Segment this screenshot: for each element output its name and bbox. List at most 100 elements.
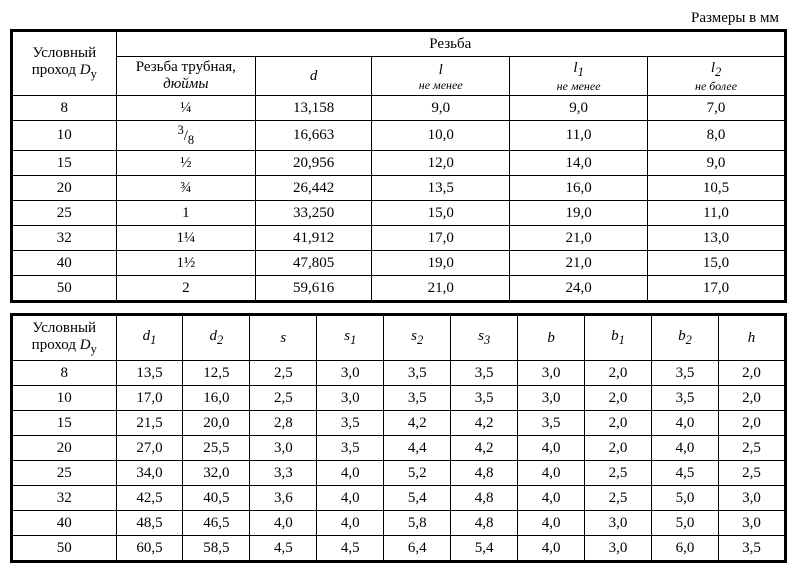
cell: ¼ (116, 96, 255, 121)
t2-col0-header: Условный проход Dу (12, 315, 117, 361)
t2-header-3: s1 (317, 315, 384, 361)
t2-header-6: b (518, 315, 585, 361)
cell: 42,5 (116, 486, 183, 511)
t1-subheader-3: l1не менее (510, 57, 648, 96)
cell: 20 (12, 176, 117, 201)
table-row: 813,512,52,53,03,53,53,02,03,52,0 (12, 361, 786, 386)
cell: 40,5 (183, 486, 250, 511)
cell: 3,5 (451, 386, 518, 411)
table-row: 25133,25015,019,011,0 (12, 201, 786, 226)
cell: 2,0 (718, 411, 785, 436)
cell: 47,805 (256, 251, 372, 276)
cell: 40 (12, 251, 117, 276)
cell: 13,5 (116, 361, 183, 386)
t1-group-header: Резьба (116, 31, 785, 57)
table-row: 15½20,95612,014,09,0 (12, 151, 786, 176)
cell: 3,5 (317, 436, 384, 461)
cell: 12,5 (183, 361, 250, 386)
cell: 3,5 (317, 411, 384, 436)
cell: 8 (12, 96, 117, 121)
cell: 3,0 (250, 436, 317, 461)
cell: 3,5 (652, 386, 719, 411)
cell: 25 (12, 461, 117, 486)
cell: 21,5 (116, 411, 183, 436)
t2-header-5: s3 (451, 315, 518, 361)
cell: 58,5 (183, 536, 250, 562)
cell: 13,0 (648, 226, 786, 251)
cell: 2,0 (585, 386, 652, 411)
cell: 16,0 (183, 386, 250, 411)
cell: 15,0 (372, 201, 510, 226)
cell: 6,4 (384, 536, 451, 562)
cell: 4,0 (518, 486, 585, 511)
cell: 4,5 (250, 536, 317, 562)
cell: 50 (12, 276, 117, 302)
table-row: 1017,016,02,53,03,53,53,02,03,52,0 (12, 386, 786, 411)
table-row: 3242,540,53,64,05,44,84,02,55,03,0 (12, 486, 786, 511)
cell: 3,5 (384, 386, 451, 411)
cell: 3,5 (652, 361, 719, 386)
cell: 4,8 (451, 511, 518, 536)
t2-header-4: s2 (384, 315, 451, 361)
cell: 21,0 (510, 251, 648, 276)
cell: 2,5 (250, 386, 317, 411)
cell: 8,0 (648, 121, 786, 151)
thread-table: Условный проход Dу Резьба Резьба трубная… (10, 29, 787, 303)
cell: 5,4 (451, 536, 518, 562)
cell: 2,0 (585, 361, 652, 386)
cell: 4,8 (451, 461, 518, 486)
cell: 4,0 (518, 461, 585, 486)
t1-subheader-0: Резьба трубная,дюймы (116, 57, 255, 96)
cell: 15 (12, 151, 117, 176)
cell: 32 (12, 226, 117, 251)
cell: 24,0 (510, 276, 648, 302)
t2-header-7: b1 (585, 315, 652, 361)
table-row: 4048,546,54,04,05,84,84,03,05,03,0 (12, 511, 786, 536)
cell: 1½ (116, 251, 255, 276)
table-row: 103/816,66310,011,08,0 (12, 121, 786, 151)
cell: 1¼ (116, 226, 255, 251)
cell: 48,5 (116, 511, 183, 536)
cell: 46,5 (183, 511, 250, 536)
cell: 3,5 (451, 361, 518, 386)
cell: 2,0 (718, 386, 785, 411)
cell: 2,8 (250, 411, 317, 436)
cell: 5,4 (384, 486, 451, 511)
t1-subheader-4: l2не более (648, 57, 786, 96)
cell: 3,6 (250, 486, 317, 511)
cell: 16,663 (256, 121, 372, 151)
cell: 16,0 (510, 176, 648, 201)
cell: 17,0 (648, 276, 786, 302)
cell: 26,442 (256, 176, 372, 201)
cell: 4,5 (652, 461, 719, 486)
cell: 11,0 (648, 201, 786, 226)
cell: 15 (12, 411, 117, 436)
cell: 17,0 (372, 226, 510, 251)
table-row: 321¼41,91217,021,013,0 (12, 226, 786, 251)
cell: 2,5 (585, 486, 652, 511)
t2-header-2: s (250, 315, 317, 361)
cell: 4,5 (317, 536, 384, 562)
cell: 20,0 (183, 411, 250, 436)
table-row: 2027,025,53,03,54,44,24,02,04,02,5 (12, 436, 786, 461)
table-row: 5060,558,54,54,56,45,44,03,06,03,5 (12, 536, 786, 562)
cell: 33,250 (256, 201, 372, 226)
table-row: 20¾26,44213,516,010,5 (12, 176, 786, 201)
cell: 3,3 (250, 461, 317, 486)
cell: 19,0 (510, 201, 648, 226)
cell: 4,0 (518, 436, 585, 461)
cell: 2,5 (718, 461, 785, 486)
cell: 4,0 (652, 436, 719, 461)
cell: 2,0 (718, 361, 785, 386)
cell: 3/8 (116, 121, 255, 151)
cell: 32 (12, 486, 117, 511)
cell: 20,956 (256, 151, 372, 176)
cell: 10 (12, 386, 117, 411)
dimensions-table: Условный проход Dу d1d2ss1s2s3bb1b2h 813… (10, 313, 787, 563)
cell: 41,912 (256, 226, 372, 251)
cell: 13,5 (372, 176, 510, 201)
cell: 2,0 (585, 436, 652, 461)
table-row: 2534,032,03,34,05,24,84,02,54,52,5 (12, 461, 786, 486)
cell: 8 (12, 361, 117, 386)
t2-header-0: d1 (116, 315, 183, 361)
